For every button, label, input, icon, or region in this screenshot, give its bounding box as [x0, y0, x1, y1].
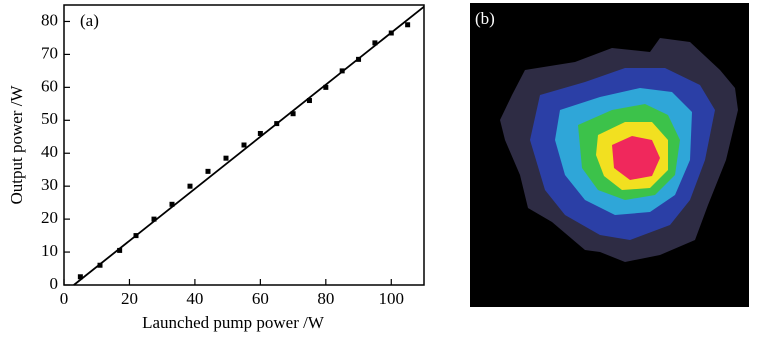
data-point — [307, 98, 312, 103]
x-tick-label: 20 — [121, 289, 138, 308]
panel-label: (a) — [80, 11, 99, 30]
data-point — [323, 85, 328, 90]
data-point — [170, 202, 175, 207]
y-tick-label: 80 — [41, 10, 58, 29]
data-point — [78, 274, 83, 279]
data-point — [188, 184, 193, 189]
data-point — [152, 217, 157, 222]
data-point — [134, 233, 139, 238]
data-point — [356, 57, 361, 62]
image-label: (b) — [475, 9, 495, 28]
x-axis-label: Launched pump power /W — [142, 313, 325, 332]
y-tick-label: 40 — [41, 142, 58, 161]
data-point — [98, 263, 103, 268]
data-point — [389, 31, 394, 36]
data-point — [258, 131, 263, 136]
y-tick-label: 10 — [41, 241, 58, 260]
data-point — [291, 111, 296, 116]
x-tick-label: 40 — [186, 289, 203, 308]
x-tick-label: 80 — [317, 289, 334, 308]
y-tick-label: 50 — [41, 109, 58, 128]
data-point — [117, 248, 122, 253]
data-point — [224, 156, 229, 161]
y-tick-label: 60 — [41, 76, 58, 95]
y-tick-label: 70 — [41, 43, 58, 62]
beam-image: (b) — [470, 3, 749, 307]
data-point — [372, 40, 377, 45]
data-point — [274, 121, 279, 126]
x-tick-label: 0 — [60, 289, 69, 308]
data-point — [242, 143, 247, 148]
y-axis-label: Output power /W — [7, 85, 26, 205]
data-point — [340, 68, 345, 73]
data-point — [206, 169, 211, 174]
y-tick-label: 0 — [50, 274, 59, 293]
x-tick-label: 60 — [252, 289, 269, 308]
page: {"chart_data": {"type": "scatter", "anno… — [0, 0, 764, 338]
y-tick-label: 30 — [41, 175, 58, 194]
data-point — [405, 22, 410, 27]
x-tick-label: 100 — [379, 289, 405, 308]
fit-line — [74, 7, 424, 285]
figure: (b) (a) Launched pump power /W Output po… — [0, 0, 764, 338]
y-tick-label: 20 — [41, 208, 58, 227]
